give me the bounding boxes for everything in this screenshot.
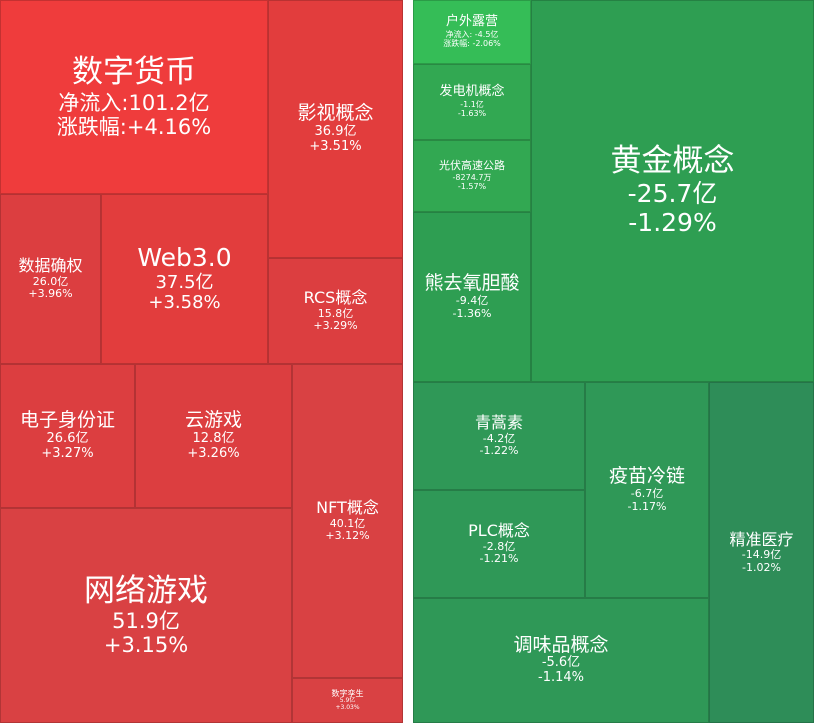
tile-seasoning[interactable]: 调味品概念 -5.6亿 -1.14% [413, 598, 709, 723]
tile-name: 精准医疗 [729, 529, 794, 549]
tile-change: +3.51% [309, 138, 362, 154]
tile-change: -1.17% [627, 499, 667, 513]
tile-change: 涨跌幅: -2.06% [443, 39, 501, 49]
tile-amount: -5.6亿 [541, 655, 581, 671]
tile-web3[interactable]: Web3.0 37.5亿 +3.58% [101, 194, 268, 364]
tile-name: 数字货币 [72, 54, 196, 91]
tile-data-rights[interactable]: 数据确权 26.0亿 +3.96% [0, 194, 101, 364]
tile-change: +3.29% [313, 319, 358, 333]
tile-name: 户外露营 [445, 14, 498, 30]
tile-film-tv[interactable]: 影视概念 36.9亿 +3.51% [268, 0, 403, 258]
tile-amount: -2.8亿 [482, 539, 516, 553]
tile-name: 数字孪生 [331, 689, 364, 699]
tile-vaccine-cold-chain[interactable]: 疫苗冷链 -6.7亿 -1.17% [585, 382, 709, 598]
tile-name: RCS概念 [303, 288, 368, 308]
tile-net-inflow: 净流入: -4.5亿 [445, 30, 499, 40]
tile-name: 青蒿素 [474, 413, 523, 433]
tile-change: +3.12% [325, 529, 370, 543]
tile-name: 发电机概念 [439, 84, 505, 100]
tile-nft[interactable]: NFT概念 40.1亿 +3.12% [292, 364, 403, 678]
tile-artemisinin[interactable]: 青蒿素 -4.2亿 -1.22% [413, 382, 585, 490]
tile-amount: -4.2亿 [482, 431, 516, 445]
tile-change: +3.27% [41, 445, 94, 461]
tile-outdoor-camping[interactable]: 户外露营 净流入: -4.5亿 涨跌幅: -2.06% [413, 0, 531, 64]
tile-change: +3.58% [148, 292, 221, 314]
tile-amount: 51.9亿 [112, 609, 180, 634]
tile-amount: -1.1亿 [460, 100, 484, 110]
tile-amount: -14.9亿 [741, 548, 782, 562]
tile-amount: 36.9亿 [314, 123, 357, 139]
tile-amount: -6.7亿 [630, 487, 664, 501]
tile-name: 黄金概念 [610, 143, 735, 180]
tile-name: 影视概念 [297, 102, 374, 125]
tile-change: -1.57% [457, 182, 487, 192]
tile-name: 电子身份证 [19, 409, 115, 432]
tile-plc[interactable]: PLC概念 -2.8亿 -1.21% [413, 490, 585, 598]
tile-name: 网络游戏 [84, 572, 208, 609]
tile-change: -1.02% [742, 560, 781, 574]
tile-change: -1.36% [452, 306, 492, 320]
tile-generator[interactable]: 发电机概念 -1.1亿 -1.63% [413, 64, 531, 140]
tile-change: 涨跌幅:+4.16% [56, 114, 212, 139]
tile-name: PLC概念 [468, 521, 530, 541]
tile-name: 疫苗冷链 [608, 465, 685, 488]
tile-amount: 26.0亿 [32, 274, 69, 288]
tile-amount: 40.1亿 [329, 516, 366, 530]
tile-digital-twin[interactable]: 数字孪生 5.9亿 +3.03% [292, 678, 403, 723]
outflow-treemap: 户外露营 净流入: -4.5亿 涨跌幅: -2.06% 发电机概念 -1.1亿 … [413, 0, 814, 723]
tile-name: NFT概念 [316, 498, 379, 518]
tile-amount: -9.4亿 [455, 294, 489, 308]
tile-change: -1.22% [479, 444, 519, 458]
inflow-treemap: 数字货币 净流入:101.2亿 涨跌幅:+4.16% 影视概念 36.9亿 +3… [0, 0, 403, 723]
tile-online-games[interactable]: 网络游戏 51.9亿 +3.15% [0, 508, 292, 723]
tile-gold[interactable]: 黄金概念 -25.7亿 -1.29% [531, 0, 814, 382]
tile-change: -1.21% [479, 552, 519, 566]
tile-pv-highway[interactable]: 光伏高速公路 -8274.7万 -1.57% [413, 140, 531, 212]
tile-e-id[interactable]: 电子身份证 26.6亿 +3.27% [0, 364, 135, 508]
tile-change: +3.15% [103, 633, 189, 658]
tile-name: 数据确权 [18, 256, 83, 276]
tile-name: 光伏高速公路 [439, 159, 505, 173]
tile-amount: 5.9亿 [339, 697, 356, 705]
tile-amount: -25.7亿 [627, 179, 718, 209]
tile-change: +3.03% [335, 704, 360, 712]
tile-rcs[interactable]: RCS概念 15.8亿 +3.29% [268, 258, 403, 364]
tile-net-inflow: 净流入:101.2亿 [58, 90, 210, 115]
tile-amount: -8274.7万 [452, 173, 492, 183]
tile-udca[interactable]: 熊去氧胆酸 -9.4亿 -1.36% [413, 212, 531, 382]
tile-amount: 37.5亿 [155, 271, 214, 293]
tile-change: -1.63% [457, 109, 487, 119]
tile-change: +3.26% [187, 445, 240, 461]
tile-change: -1.29% [628, 207, 717, 237]
tile-name: Web3.0 [137, 242, 232, 272]
tile-name: 调味品概念 [513, 633, 609, 656]
tile-amount: 26.6亿 [46, 430, 89, 446]
tile-digital-currency[interactable]: 数字货币 净流入:101.2亿 涨跌幅:+4.16% [0, 0, 268, 194]
tile-change: -1.14% [538, 670, 584, 686]
tile-precision-medicine[interactable]: 精准医疗 -14.9亿 -1.02% [709, 382, 814, 723]
tile-change: +3.96% [28, 287, 73, 301]
tile-name: 云游戏 [184, 409, 242, 432]
tile-amount: 15.8亿 [317, 306, 354, 320]
tile-cloud-gaming[interactable]: 云游戏 12.8亿 +3.26% [135, 364, 292, 508]
tile-name: 熊去氧胆酸 [424, 272, 520, 295]
tile-amount: 12.8亿 [192, 430, 235, 446]
